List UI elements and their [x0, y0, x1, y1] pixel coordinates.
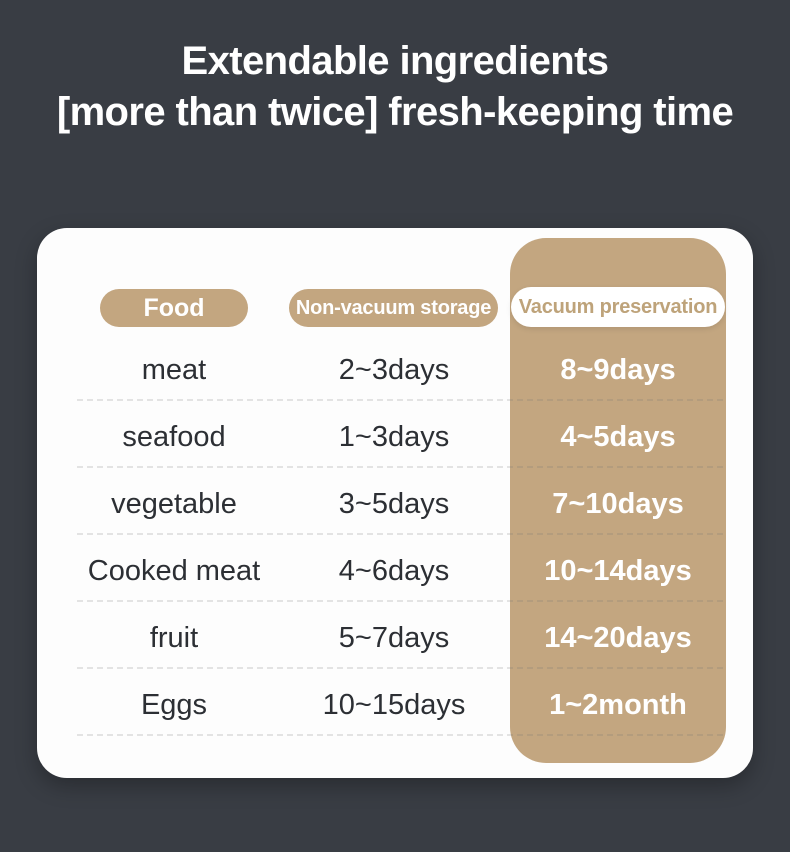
column-header-vacuum: Vacuum preservation [511, 287, 725, 327]
non-vacuum-duration: 3~5days [338, 488, 450, 520]
table-body: meat 2~3days 8~9days seafood 1~3days 4~5… [37, 333, 753, 736]
vacuum-duration: 4~5days [560, 421, 676, 453]
food-name: seafood [122, 421, 226, 453]
table-row-eggs: Eggs 10~15days 1~2month [37, 668, 753, 736]
table-row-seafood: seafood 1~3days 4~5days [37, 400, 753, 468]
food-name: meat [141, 354, 207, 386]
table-row-fruit: fruit 5~7days 14~20days [37, 601, 753, 669]
page-title-line2: [more than twice] fresh-keeping time [56, 90, 734, 134]
vacuum-duration: 10~14days [544, 555, 692, 587]
non-vacuum-duration: 2~3days [338, 354, 450, 386]
fresh-keeping-table-card: Food Non-vacuum storage Vacuum preservat… [37, 228, 753, 778]
food-name: Eggs [140, 689, 208, 721]
vacuum-duration: 7~10days [552, 488, 684, 520]
column-header-non-vacuum: Non-vacuum storage [289, 289, 498, 327]
vacuum-duration: 14~20days [544, 622, 692, 654]
page-title-line1: Extendable ingredients [181, 39, 610, 83]
non-vacuum-duration: 1~3days [338, 421, 450, 453]
page-title: Extendable ingredients [more than twice]… [0, 36, 790, 138]
column-header-vacuum-label: Vacuum preservation [518, 295, 718, 318]
table-row-vegetable: vegetable 3~5days 7~10days [37, 467, 753, 535]
column-header-food-label: Food [143, 293, 205, 322]
food-name: vegetable [111, 488, 237, 520]
non-vacuum-duration: 4~6days [338, 555, 450, 587]
non-vacuum-duration: 10~15days [322, 689, 466, 721]
column-header-non-vacuum-label: Non-vacuum storage [295, 296, 492, 319]
vacuum-duration: 1~2month [549, 689, 687, 721]
food-name: fruit [149, 622, 199, 654]
non-vacuum-duration: 5~7days [338, 622, 450, 654]
column-header-food: Food [100, 289, 248, 327]
table-row-cooked-meat: Cooked meat 4~6days 10~14days [37, 534, 753, 602]
food-name: Cooked meat [87, 555, 261, 587]
table-row-meat: meat 2~3days 8~9days [37, 333, 753, 401]
vacuum-duration: 8~9days [560, 354, 676, 386]
